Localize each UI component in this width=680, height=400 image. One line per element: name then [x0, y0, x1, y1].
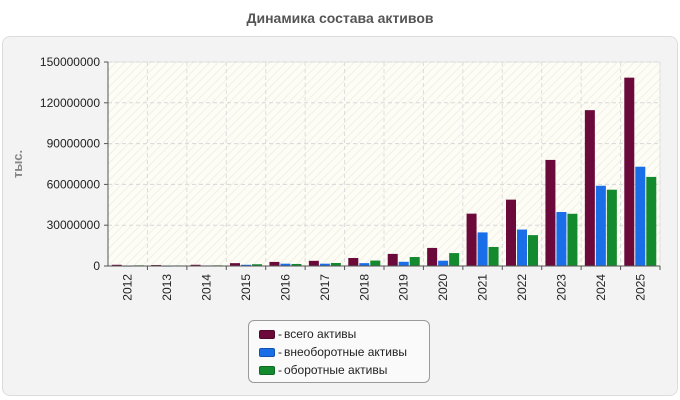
bar-current [252, 264, 262, 266]
bar-current [409, 257, 420, 266]
y-tick-labels: 0 30000000 60000000 90000000 120000000 150000… [40, 55, 100, 273]
bar-total [348, 257, 359, 266]
bar-noncurrent [477, 232, 488, 266]
y-tick-label: 90000000 [47, 137, 101, 151]
x-tick-label: 2022 [515, 274, 529, 301]
x-tick-label: 2013 [160, 274, 174, 301]
bar-noncurrent [635, 166, 646, 266]
bar-current [330, 263, 341, 266]
bar-total [506, 199, 516, 266]
legend-item-current: - оборотные активы [259, 361, 429, 379]
bars [111, 77, 657, 267]
bar-noncurrent [241, 264, 251, 266]
legend-item-noncurrent: - внеоборотные активы [259, 343, 429, 361]
bar-noncurrent [556, 212, 567, 266]
y-tick-label: 60000000 [47, 177, 101, 191]
legend-swatch-noncurrent [259, 347, 275, 357]
bar-noncurrent [319, 263, 330, 266]
bar-total [269, 261, 280, 266]
x-tick-label: 2014 [200, 274, 214, 301]
y-tick-label: 150000000 [40, 55, 100, 69]
bar-total [190, 264, 201, 266]
bar-current [606, 189, 617, 266]
x-tick-label: 2019 [397, 274, 411, 301]
x-tick-label: 2021 [476, 274, 490, 301]
legend-label-current: оборотные активы [284, 363, 388, 377]
bar-total [427, 247, 438, 266]
chart-title: Динамика состава активов [246, 10, 434, 26]
bar-total [387, 253, 398, 266]
bar-noncurrent [398, 261, 409, 266]
bar-total [584, 110, 595, 266]
chart-legend: - всего активы - внеоборотные активы - о… [248, 320, 430, 383]
bar-total [230, 263, 240, 266]
bar-noncurrent [595, 185, 606, 266]
bar-total [545, 159, 556, 266]
bar-noncurrent [438, 260, 449, 266]
x-tick-label: 2015 [239, 274, 253, 301]
bar-current [291, 263, 302, 266]
bar-noncurrent [517, 229, 527, 266]
bar-total [111, 264, 122, 266]
bar-current [370, 260, 381, 266]
bar-chart: 0 30000000 60000000 90000000 120000000 150000… [10, 55, 661, 301]
grid-lines [107, 61, 661, 267]
bar-current [449, 253, 460, 266]
x-tick-label: 2012 [121, 274, 135, 301]
bar-current [488, 246, 499, 266]
bar-total [624, 77, 635, 266]
x-tick-label: 2018 [357, 274, 371, 301]
legend-label-total: всего активы [284, 327, 357, 341]
bar-noncurrent [280, 263, 291, 266]
legend-item-total: - всего активы [259, 325, 429, 343]
x-tick-label: 2023 [554, 274, 568, 301]
y-tick-label: 0 [93, 259, 100, 273]
y-tick-label: 120000000 [40, 96, 100, 110]
bar-current [528, 235, 538, 266]
bar-current [567, 213, 578, 266]
legend-swatch-total [259, 329, 275, 339]
y-tick-label: 30000000 [47, 218, 101, 232]
x-tick-labels: 2012 2013 2014 2015 2016 2017 2018 2019 2020 2021… [121, 274, 648, 301]
x-tick-label: 2020 [436, 274, 450, 301]
bar-noncurrent [359, 263, 370, 266]
x-tick-label: 2024 [594, 274, 608, 301]
axes [104, 61, 661, 270]
legend-label-noncurrent: внеоборотные активы [284, 345, 407, 359]
x-tick-label: 2025 [633, 274, 647, 301]
legend-swatch-current [259, 365, 275, 375]
x-tick-label: 2017 [318, 274, 332, 301]
bar-total [466, 213, 477, 266]
x-tick-label: 2016 [278, 274, 292, 301]
bar-current [646, 176, 657, 266]
y-axis-label: тыс. [10, 150, 25, 178]
bar-total [308, 260, 319, 266]
